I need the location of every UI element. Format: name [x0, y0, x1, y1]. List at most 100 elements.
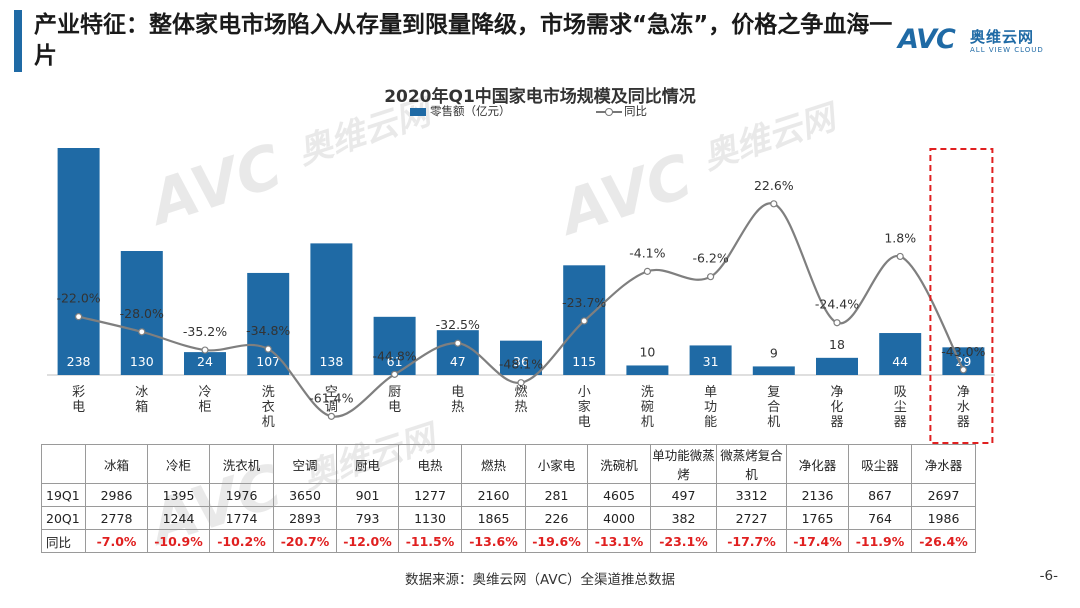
table-cell: 1765	[786, 506, 849, 530]
category-label: 电热	[451, 385, 464, 415]
yoy-label: -28.0%	[120, 306, 164, 321]
table-header-cell: 净水器	[911, 444, 976, 484]
yoy-label: 1.8%	[884, 230, 916, 245]
yoy-point	[391, 370, 399, 378]
table-cell: 226	[525, 506, 588, 530]
legend-bar-swatch	[410, 107, 426, 116]
table-cell: -26.4%	[911, 529, 976, 553]
bar-value-label: 9	[770, 345, 778, 360]
table-cell: -17.7%	[716, 529, 787, 553]
category-label: 小家电	[578, 385, 591, 430]
table-header-cell: 小家电	[525, 444, 588, 484]
category-label: 空调	[325, 385, 338, 415]
table-cell: 2697	[911, 483, 976, 507]
table-cell: 1277	[398, 483, 462, 507]
yoy-point	[454, 339, 462, 347]
table-cell: 2727	[716, 506, 787, 530]
table-header-cell: 电热	[398, 444, 462, 484]
bar	[436, 330, 479, 375]
table-cell: 764	[848, 506, 912, 530]
table-header-cell: 净化器	[786, 444, 849, 484]
bar-value-label: 18	[829, 337, 845, 352]
bar-value-label: 44	[892, 354, 908, 369]
category-label: 净化器	[830, 385, 843, 430]
table-row-label: 20Q1	[41, 506, 86, 530]
category-label: 彩电	[72, 385, 85, 415]
yoy-point	[580, 317, 588, 325]
yoy-point	[74, 313, 83, 321]
yoy-label: -43.0%	[941, 344, 985, 359]
category-label: 厨电	[388, 385, 401, 415]
table-row-label: 19Q1	[41, 483, 86, 507]
brand-name-cn: 奥维云网	[970, 28, 1035, 46]
category-label: 冷柜	[198, 385, 211, 415]
table-cell: 1130	[398, 506, 462, 530]
bar-value-label: 107	[256, 354, 280, 369]
table-cell: 901	[336, 483, 399, 507]
bar	[816, 357, 858, 375]
bar-value-label: 61	[387, 354, 403, 369]
table-cell: 1865	[461, 506, 526, 530]
table-header-cell	[41, 444, 86, 484]
table-cell: -12.0%	[336, 529, 399, 553]
bar	[752, 366, 795, 375]
legend-label-retail: 零售额（亿元）	[430, 104, 511, 118]
yoy-point	[770, 200, 778, 208]
bar	[310, 243, 353, 375]
bar-value-label: 10	[639, 344, 655, 359]
table-row: 20Q1 2778 1244 1774 2893 793 1130 1865 226 4000 38…	[41, 506, 976, 530]
category-label: 吸尘器	[894, 385, 907, 430]
bar-value-label: 115	[572, 354, 596, 369]
bar-value-label: 138	[319, 354, 343, 369]
table-header-cell: 微蒸烤复合机	[716, 444, 787, 484]
table-header-cell: 洗衣机	[209, 444, 274, 484]
bar-value-label: 24	[197, 354, 213, 369]
yoy-point	[517, 379, 525, 387]
table-cell: -13.6%	[461, 529, 526, 553]
bar	[247, 272, 290, 375]
table-header-cell: 厨电	[336, 444, 399, 484]
table-cell: 793	[336, 506, 399, 530]
table-cell: 2986	[85, 483, 148, 507]
table-cell: -20.7%	[273, 529, 337, 553]
page-title: 产业特征：整体家电市场陷入从存量到限量降级，市场需求“急冻”，价格之争血海一片	[34, 12, 893, 69]
table-header-cell: 冷柜	[147, 444, 210, 484]
bar	[500, 340, 542, 375]
bar-value-label: 29	[955, 354, 971, 369]
combo-chart: 238 130 24 107 138 61 47 36 115 10 31 9 18 44 29 -22.0%…	[47, 148, 995, 444]
category-label: 燃热	[514, 384, 527, 415]
table-cell: 2160	[461, 483, 526, 507]
table-cell: -10.9%	[147, 529, 210, 553]
table-cell: 2778	[85, 506, 148, 530]
yoy-point	[643, 267, 652, 275]
yoy-label: -34.8%	[246, 323, 290, 338]
table-cell: 382	[650, 506, 717, 530]
bar-value-label: 238	[67, 354, 91, 369]
table-cell: -17.4%	[786, 529, 849, 553]
table-cell: -10.2%	[209, 529, 274, 553]
brand-name-en: ALL VIEW CLOUD	[970, 46, 1044, 54]
table-cell: 3650	[273, 483, 337, 507]
table-row-label: 同比	[41, 529, 86, 553]
table-cell: -11.5%	[398, 529, 462, 553]
table-cell: 3312	[716, 483, 787, 507]
bar	[626, 365, 669, 375]
table-row: 同比 -7.0% -10.9% -10.2% -20.7% -12.0% -11.5% -13…	[41, 529, 976, 553]
legend-item-retail: 零售额（亿元）	[410, 103, 511, 119]
chart-title: 2020年Q1中国家电市场规模及同比情况	[384, 87, 696, 107]
table-header-cell: 燃热	[461, 444, 526, 484]
yoy-label: -22.0%	[56, 291, 100, 306]
table-header-cell: 冰箱	[85, 444, 148, 484]
bar	[689, 345, 732, 375]
yoy-label: -48.1%	[499, 357, 543, 372]
brand-logo-mark: AVC	[898, 24, 956, 55]
table-header-cell: 单功能微蒸烤	[650, 444, 717, 484]
bar	[184, 352, 226, 375]
legend-item-yoy: 同比	[596, 103, 647, 119]
table-cell: 4000	[587, 506, 651, 530]
table-cell: -19.6%	[525, 529, 588, 553]
bar-value-label: 47	[450, 354, 466, 369]
yoy-label: -23.7%	[562, 295, 606, 310]
table-cell: -11.9%	[848, 529, 912, 553]
table-cell: 1244	[147, 506, 210, 530]
